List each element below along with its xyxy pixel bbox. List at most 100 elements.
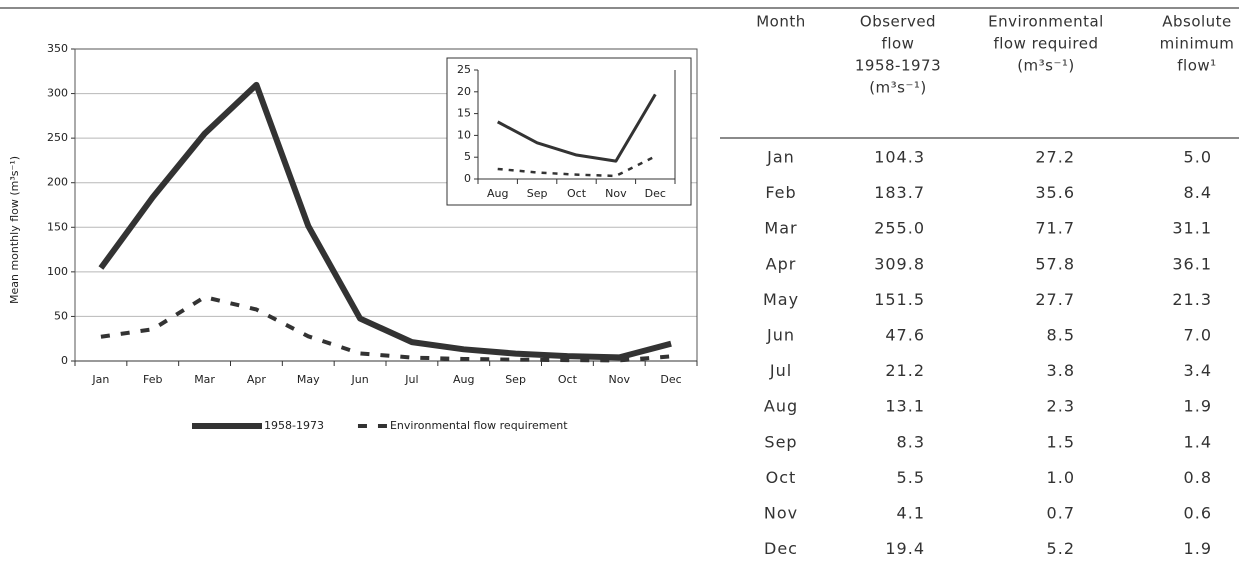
cell: 36.1: [1172, 254, 1212, 273]
cell: 7.0: [1184, 326, 1212, 345]
column-header: (m³s⁻¹): [869, 79, 927, 97]
y-tick-label: 350: [47, 42, 68, 55]
row-label: Nov: [764, 504, 798, 523]
cell: 3.8: [1047, 361, 1075, 380]
x-tick-label: Sep: [505, 373, 526, 386]
cell: 1.0: [1047, 468, 1075, 487]
x-tick-label: May: [297, 373, 320, 386]
cell: 4.1: [897, 504, 925, 523]
column-header: (m³s⁻¹): [1017, 57, 1075, 75]
x-tick-label: Sep: [527, 187, 548, 200]
cell: 151.5: [874, 290, 925, 309]
cell: 13.1: [885, 397, 925, 416]
x-tick-label: Nov: [605, 187, 627, 200]
y-tick-label: 100: [47, 265, 68, 278]
row-label: Dec: [764, 539, 798, 558]
cell: 5.0: [1184, 148, 1212, 167]
y-tick-label: 0: [464, 172, 471, 185]
y-tick-label: 50: [54, 309, 68, 322]
column-header: flow required: [993, 35, 1098, 53]
x-tick-label: Dec: [645, 187, 666, 200]
x-tick-label: Jan: [91, 373, 109, 386]
y-tick-label: 250: [47, 131, 68, 144]
cell: 8.3: [897, 432, 925, 451]
cell: 1.9: [1184, 397, 1212, 416]
column-header: Month: [756, 13, 806, 31]
cell: 183.7: [874, 183, 925, 202]
cell: 27.7: [1035, 290, 1075, 309]
x-tick-label: Aug: [487, 187, 508, 200]
x-tick-label: Mar: [194, 373, 215, 386]
cell: 255.0: [874, 219, 925, 238]
y-tick-label: 300: [47, 87, 68, 100]
legend-label: Environmental flow requirement: [390, 419, 568, 432]
column-header: flow: [882, 35, 915, 53]
row-label: Jun: [766, 326, 795, 345]
y-tick-label: 0: [61, 354, 68, 367]
row-label: Sep: [764, 432, 797, 451]
column-header: Absolute: [1162, 13, 1232, 31]
cell: 21.2: [885, 361, 925, 380]
x-tick-label: Aug: [453, 373, 474, 386]
cell: 5.2: [1047, 539, 1075, 558]
row-label: May: [763, 290, 799, 309]
cell: 0.7: [1047, 504, 1075, 523]
row-label: Apr: [766, 254, 797, 273]
cell: 47.6: [885, 326, 925, 345]
cell: 71.7: [1035, 219, 1075, 238]
cell: 5.5: [897, 468, 925, 487]
cell: 8.5: [1047, 326, 1075, 345]
x-tick-label: Oct: [558, 373, 578, 386]
row-label: Jul: [769, 361, 792, 380]
x-tick-label: Nov: [609, 373, 631, 386]
y-tick-label: 20: [457, 85, 471, 98]
table: Month Observed flow 1958-1973 (m³s⁻¹) Environ…: [720, 13, 1239, 558]
series-line: [496, 93, 657, 163]
x-tick-label: Oct: [567, 187, 587, 200]
x-tick-label: Apr: [247, 373, 267, 386]
y-tick-label: 200: [47, 176, 68, 189]
cell: 8.4: [1184, 183, 1212, 202]
y-tick-label: 15: [457, 107, 471, 120]
series-line: [100, 295, 672, 363]
row-label: Jan: [766, 148, 795, 167]
cell: 1.9: [1184, 539, 1212, 558]
x-tick-label: Dec: [660, 373, 681, 386]
y-tick-label: 10: [457, 128, 471, 141]
cell: 1.5: [1047, 432, 1075, 451]
cell: 27.2: [1035, 148, 1075, 167]
series-line: [98, 81, 672, 361]
row-label: Mar: [764, 219, 797, 238]
x-tick-label: Feb: [143, 373, 162, 386]
row-label: Oct: [766, 468, 797, 487]
cell: 0.6: [1184, 504, 1212, 523]
y-axis-title: Mean monthly flow (m³s⁻¹): [8, 156, 21, 304]
cell: 57.8: [1035, 254, 1075, 273]
cell: 3.4: [1184, 361, 1212, 380]
series-line: [497, 155, 656, 178]
y-tick-label: 5: [464, 150, 471, 163]
legend-label: 1958-1973: [264, 419, 324, 432]
column-header: minimum: [1160, 35, 1235, 53]
column-header: flow¹: [1177, 57, 1216, 75]
column-header: Environmental: [988, 13, 1104, 31]
y-tick-label: 25: [457, 63, 471, 76]
cell: 104.3: [874, 148, 925, 167]
cell: 31.1: [1172, 219, 1212, 238]
row-label: Feb: [765, 183, 796, 202]
x-tick-label: Jul: [404, 373, 418, 386]
y-tick-label: 150: [47, 220, 68, 233]
cell: 19.4: [885, 539, 925, 558]
cell: 309.8: [874, 254, 925, 273]
cell: 0.8: [1184, 468, 1212, 487]
x-tick-label: Jun: [350, 373, 368, 386]
cell: 2.3: [1047, 397, 1075, 416]
cell: 1.4: [1184, 432, 1212, 451]
column-header: 1958-1973: [855, 57, 941, 75]
cell: 35.6: [1035, 183, 1075, 202]
inset-frame: [446, 57, 692, 206]
column-header: Observed: [860, 13, 936, 31]
